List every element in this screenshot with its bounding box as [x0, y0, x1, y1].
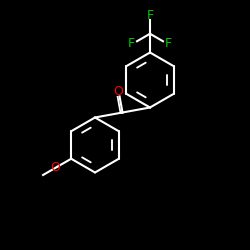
Text: F: F: [165, 37, 172, 50]
Text: F: F: [128, 37, 135, 50]
Text: F: F: [146, 9, 154, 22]
Text: O: O: [114, 84, 124, 98]
Text: O: O: [50, 161, 60, 174]
